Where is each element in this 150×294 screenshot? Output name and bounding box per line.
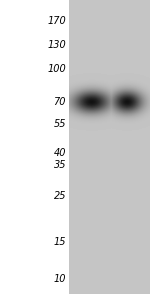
- Text: 130: 130: [47, 40, 66, 50]
- Text: 70: 70: [54, 97, 66, 107]
- Text: 10: 10: [54, 274, 66, 284]
- Text: 170: 170: [47, 16, 66, 26]
- Text: 25: 25: [54, 191, 66, 201]
- Text: 40: 40: [54, 148, 66, 158]
- Text: 15: 15: [54, 237, 66, 247]
- Text: 55: 55: [54, 119, 66, 129]
- Bar: [69, 0, 150, 294]
- Text: 35: 35: [54, 160, 66, 170]
- Text: 100: 100: [47, 64, 66, 74]
